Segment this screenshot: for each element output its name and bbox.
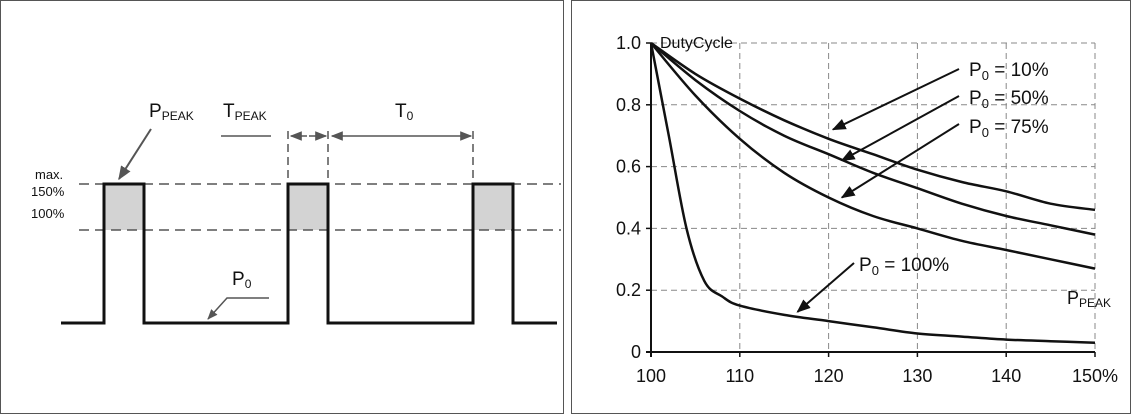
pulse-diagram-svg: max. 150% 100% PPEAK TPEAK T0 P0 xyxy=(31,101,561,325)
y-tick-label-0.6: 0.6 xyxy=(616,157,641,177)
y-tick-label-0.8: 0.8 xyxy=(616,95,641,115)
pulse-waveform xyxy=(61,182,557,325)
pulse-timing-diagram: max. 150% 100% PPEAK TPEAK T0 P0 xyxy=(0,0,564,414)
series-line-p0-75 xyxy=(650,42,1096,270)
series-label-p0-100-arrow xyxy=(796,262,855,313)
x-tick-label-140: 140 xyxy=(991,366,1021,386)
duty-cycle-chart-svg: 100 110 120 130 140 150% 0 0.2 0.4 0.6 0.8 1.0 P0 =… xyxy=(616,33,1118,386)
series-label-p0-50-arrow xyxy=(840,95,960,162)
series-label-p0-100: P0 = 100% xyxy=(859,255,949,278)
series-line-p0-50 xyxy=(650,42,1096,236)
y-axis-label: DutyCycle xyxy=(660,35,733,52)
label-p-peak: PPEAK xyxy=(149,101,194,123)
y-tick-label-0: 0 xyxy=(631,342,641,362)
axis-layer: 100 110 120 130 140 150% 0 0.2 0.4 0.6 0.8 1.0 xyxy=(616,33,1118,386)
series-line-p0-10 xyxy=(650,41,1096,212)
x-tick-label-110: 110 xyxy=(725,366,754,386)
series-label-p0-75-arrow xyxy=(840,123,960,199)
series-label-p0-75: P0 = 75% xyxy=(969,117,1049,140)
x-tick-label-100: 100 xyxy=(636,366,666,386)
peak-region-3 xyxy=(473,184,513,230)
annotation-layer: P0 = 10% P0 = 50% P0 = 75% P0 = 100% xyxy=(796,60,1049,313)
peak-region-1 xyxy=(104,184,144,230)
series-label-p0-10: P0 = 10% xyxy=(969,60,1049,83)
series-layer xyxy=(649,41,1096,344)
x-tick-label-130: 130 xyxy=(902,366,932,386)
x-tick-label-150: 150% xyxy=(1072,366,1118,386)
series-label-p0-50: P0 = 50% xyxy=(969,88,1049,111)
duty-cycle-chart: 100 110 120 130 140 150% 0 0.2 0.4 0.6 0.8 1.0 P0 =… xyxy=(571,0,1131,414)
label-p-zero: P0 xyxy=(232,269,252,291)
label-t-peak: TPEAK xyxy=(223,101,267,123)
label-100: 100% xyxy=(31,206,65,221)
label-150: 150% xyxy=(31,184,65,199)
peak-region-2 xyxy=(288,184,328,230)
label-t-zero: T0 xyxy=(395,101,414,123)
series-label-p0-10-arrow xyxy=(831,68,960,131)
p-zero-pointer xyxy=(207,297,269,320)
p-peak-pointer xyxy=(118,128,152,181)
series-line-p0-100 xyxy=(649,42,1096,344)
y-tick-label-1: 1.0 xyxy=(616,33,641,53)
x-tick-label-120: 120 xyxy=(814,366,844,386)
x-axis-label: PPEAK xyxy=(1067,288,1111,310)
y-tick-label-0.2: 0.2 xyxy=(616,280,641,300)
y-tick-label-0.4: 0.4 xyxy=(616,218,641,238)
label-max: max. xyxy=(35,167,63,182)
